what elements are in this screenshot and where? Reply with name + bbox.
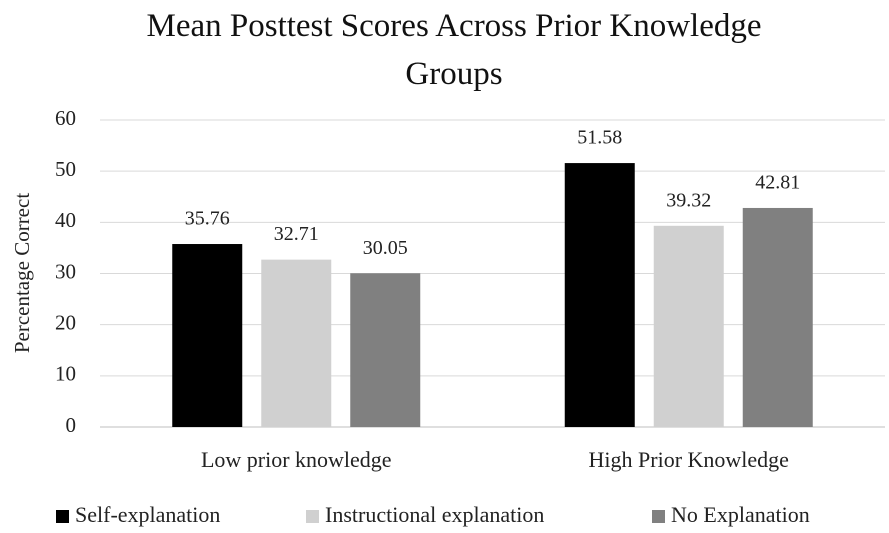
bar	[350, 273, 421, 427]
y-axis-label: Percentage Correct	[10, 193, 34, 353]
y-tick-label: 50	[55, 157, 76, 181]
y-tick-label: 10	[55, 362, 76, 386]
bar	[261, 259, 332, 427]
bar	[653, 225, 724, 427]
legend-label: No Explanation	[671, 502, 810, 527]
y-tick-label: 20	[55, 310, 76, 334]
y-tick-label: 40	[55, 208, 76, 232]
y-tick-label: 60	[55, 106, 76, 130]
legend-swatch	[652, 510, 665, 523]
bar	[172, 244, 243, 427]
data-label: 32.71	[274, 223, 319, 245]
data-label: 39.32	[666, 189, 711, 211]
x-tick-label: High Prior Knowledge	[589, 447, 789, 472]
legend-swatch	[306, 510, 319, 523]
bar	[564, 163, 635, 427]
y-tick-label: 0	[66, 413, 77, 437]
data-label: 42.81	[755, 172, 800, 194]
data-label: 51.58	[577, 127, 622, 149]
data-label: 35.76	[185, 208, 230, 230]
legend-label: Self-explanation	[75, 502, 220, 527]
legend-label: Instructional explanation	[325, 502, 544, 527]
x-tick-label: Low prior knowledge	[201, 447, 392, 472]
chart-title: Mean Posttest Scores Across Prior Knowle…	[146, 8, 762, 92]
bar	[742, 207, 813, 427]
legend-swatch	[56, 510, 69, 523]
y-tick-label: 30	[55, 259, 76, 283]
data-label: 30.05	[363, 237, 408, 259]
